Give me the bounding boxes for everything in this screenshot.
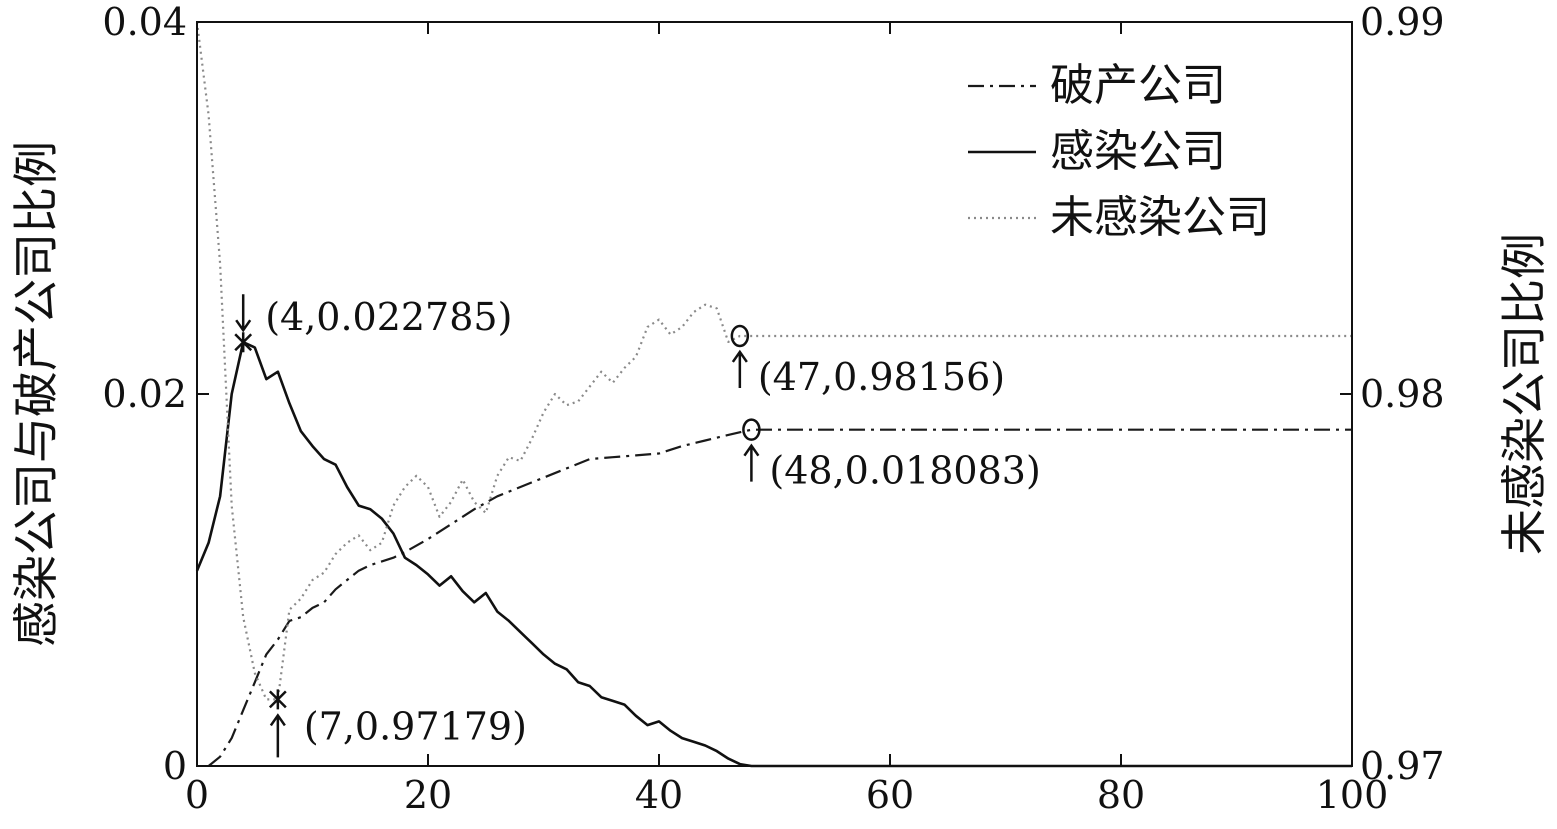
y-axis-label-right: 未感染公司比例	[1497, 233, 1551, 555]
x-tick-label: 60	[866, 773, 914, 817]
annotation-circle-marker	[742, 418, 761, 441]
annotation-label: (47,0.98156)	[758, 355, 1005, 399]
annotation-arrow	[269, 713, 286, 758]
series-layer	[195, 21, 1352, 768]
y-left-tick-label: 0.02	[102, 372, 187, 416]
series-line-1	[207, 428, 1352, 767]
x-tick-label: 20	[404, 773, 452, 817]
legend-label-2: 感染公司	[1050, 126, 1226, 177]
legend-label-1: 破产公司	[1050, 60, 1226, 111]
y-left-tick-label: 0	[163, 744, 187, 788]
y-right-tick-label: 0.99	[1360, 0, 1445, 44]
annotation-label: (7,0.97179)	[304, 704, 527, 748]
annotation-arrow	[235, 294, 252, 333]
series-line-3	[195, 21, 1352, 701]
axes-layer: 0 20 40 60 80 100 0 0.02 0.04 0.97 0.98 0.99	[102, 0, 1444, 817]
x-tick-label: 40	[635, 773, 683, 817]
y-right-tick-label: 0.98	[1360, 372, 1445, 416]
y-left-tick-label: 0.04	[102, 0, 187, 44]
annotation-label: (4,0.022785)	[265, 295, 512, 339]
x-tick-label: 0	[185, 773, 209, 817]
x-tick-label: 80	[1097, 773, 1145, 817]
series-line-2	[195, 340, 1352, 768]
annotation-arrow	[743, 443, 760, 482]
y-axis-label-left: 感染公司与破产公司比例	[9, 141, 63, 647]
annotation-circle-marker	[730, 324, 750, 348]
legend-label-3: 未感染公司	[1050, 192, 1270, 243]
x-tick-label: 100	[1316, 773, 1389, 817]
annotation-layer: (4,0.022785) (7,0.97179) (47,0.98156) (48,0…	[234, 294, 1041, 758]
annotation-arrow	[731, 349, 748, 388]
annotation-star-marker	[234, 332, 253, 353]
annotation-star-marker	[268, 689, 287, 710]
y-right-tick-label: 0.97	[1360, 744, 1445, 788]
annotation-label: (48,0.018083)	[769, 449, 1040, 493]
